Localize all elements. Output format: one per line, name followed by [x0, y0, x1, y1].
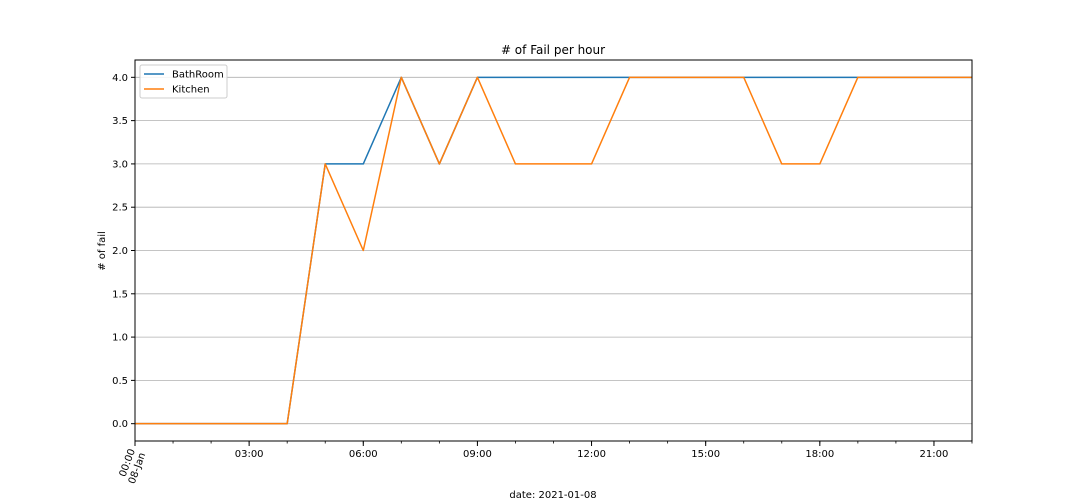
series-line-kitchen [135, 76, 972, 425]
y-tick-label: 2.0 [112, 246, 128, 257]
x-tick-label: 18:00 [805, 449, 834, 460]
grid [135, 76, 972, 425]
x-tick-label: 15:00 [691, 449, 720, 460]
y-tick-label: 3.0 [112, 159, 128, 170]
y-axis-label: # of fail [97, 231, 108, 271]
y-tick-label: 1.5 [112, 289, 128, 300]
x-axis-label: date: 2021-01-08 [509, 490, 596, 501]
x-tick-label: 03:00 [235, 449, 264, 460]
legend: BathRoom Kitchen [139, 64, 228, 99]
x-tick-label: 09:00 [463, 449, 492, 460]
y-tick-label: 4.0 [112, 73, 128, 84]
y-tick-label: 0.0 [112, 419, 128, 430]
y-tick-label: 3.5 [112, 116, 128, 127]
y-axis: 0.0 0.5 1.0 1.5 2.0 2.5 3.0 3.5 4.0 [112, 73, 135, 430]
y-tick-label: 1.0 [112, 333, 128, 344]
chart-title: # of Fail per hour [501, 43, 605, 57]
y-tick-label: 2.5 [112, 203, 128, 214]
x-tick-label: 06:00 [349, 449, 378, 460]
legend-label: Kitchen [172, 85, 210, 96]
x-tick-label: 21:00 [920, 449, 949, 460]
legend-label: BathRoom [172, 70, 224, 81]
x-tick-label: 12:00 [577, 449, 606, 460]
y-tick-label: 0.5 [112, 376, 128, 387]
series-lines [135, 76, 972, 425]
